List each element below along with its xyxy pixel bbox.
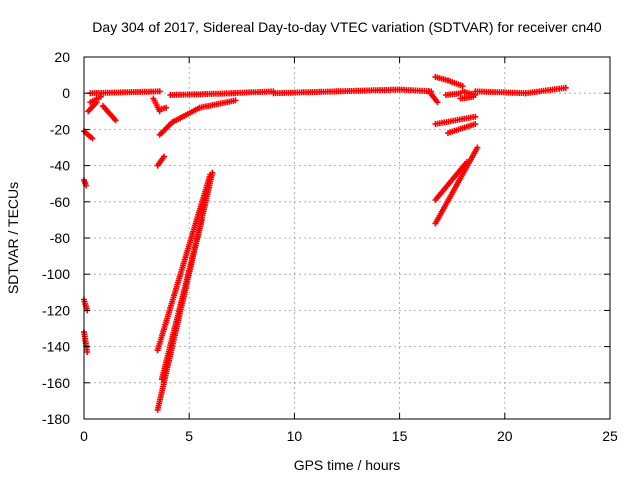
data-points [81, 128, 96, 142]
data-points [81, 329, 91, 355]
series-1 [150, 95, 239, 169]
x-axis-label: GPS time / hours [294, 457, 401, 473]
y-axis-label: SDTVAR / TECUs [5, 182, 21, 294]
series-4 [432, 73, 481, 227]
y-tick-label: -80 [50, 230, 70, 246]
data-points [432, 159, 470, 203]
data-points [81, 177, 90, 189]
data-points [442, 90, 464, 98]
data-points [196, 97, 239, 111]
data-points [333, 86, 403, 95]
x-tick-label: 5 [185, 428, 193, 444]
data-points [167, 90, 239, 98]
y-tick-label: -40 [50, 158, 70, 174]
data-points [150, 95, 163, 115]
data-points [85, 99, 100, 115]
data-points [432, 144, 481, 227]
x-tick-label: 0 [80, 428, 88, 444]
series-0 [81, 84, 569, 142]
series-3 [81, 177, 91, 355]
data-points [472, 88, 529, 97]
data-points [432, 113, 479, 127]
x-tick-label: 15 [392, 428, 408, 444]
data-points [156, 104, 170, 113]
y-tick-label: 0 [62, 85, 70, 101]
data-points [169, 104, 203, 126]
x-tick-label: 20 [497, 428, 513, 444]
series-2 [154, 169, 216, 413]
data-points [522, 84, 569, 97]
data-points [445, 121, 479, 136]
data-points [270, 88, 340, 97]
y-tick-label: -20 [50, 121, 70, 137]
data-points [426, 88, 441, 106]
chart-title: Day 304 of 2017, Sidereal Day-to-day VTE… [92, 19, 602, 35]
data-points [87, 88, 163, 97]
data-points [445, 77, 466, 89]
ticks-layer: 0 5 10 15 20 25 -180 -160 -140 -120 -100 -80 -60 -40 -… [42, 49, 618, 444]
x-tick-label: 10 [287, 428, 303, 444]
y-tick-label: -160 [42, 375, 70, 391]
y-tick-label: 20 [54, 49, 70, 65]
y-tick-label: -120 [42, 302, 70, 318]
y-tick-label: -180 [42, 411, 70, 427]
marks-layer [81, 73, 569, 413]
data-points [87, 93, 104, 106]
y-tick-label: -60 [50, 194, 70, 210]
data-points [158, 216, 205, 383]
y-tick-label: -100 [42, 266, 70, 282]
data-points [459, 88, 479, 98]
y-tick-label: -140 [42, 339, 70, 355]
x-tick-label: 25 [602, 428, 618, 444]
data-points [99, 102, 119, 124]
data-points [228, 88, 277, 97]
data-points [154, 153, 167, 169]
